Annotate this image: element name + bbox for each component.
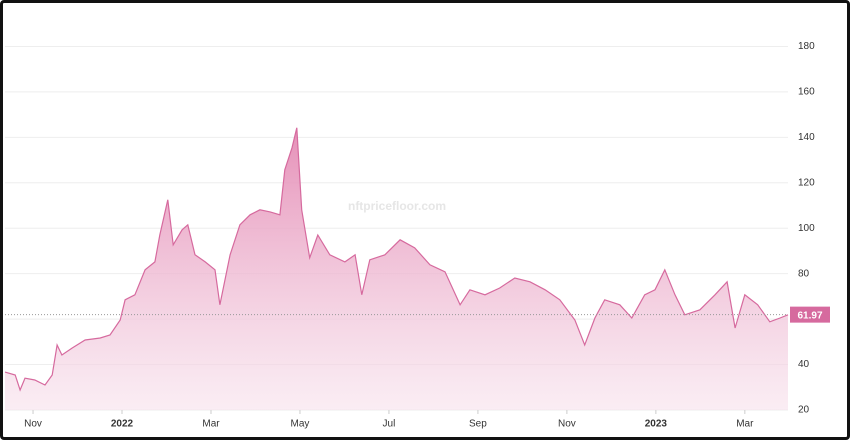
watermark: nftpricefloor.com (348, 199, 446, 213)
x-tick-label: 2022 (111, 419, 134, 430)
x-tick-label: Sep (469, 419, 487, 430)
y-tick-label: 120 (798, 177, 815, 188)
y-tick-label: 100 (798, 223, 815, 234)
x-tick-label: Nov (24, 419, 42, 430)
x-tick-label: Mar (736, 419, 754, 430)
y-tick-label: 20 (798, 405, 810, 416)
last-value-tag (790, 306, 830, 323)
price-line (4, 127, 789, 392)
y-tick-label: 80 (798, 268, 810, 279)
area-fill (5, 127, 788, 411)
x-tick-label: Mar (202, 419, 220, 430)
y-tick-label: 160 (798, 87, 815, 98)
x-tick-label: May (291, 419, 310, 430)
x-tick-label: Jul (383, 419, 396, 430)
x-tick-label: Nov (558, 419, 576, 430)
y-tick-label: 40 (798, 359, 810, 370)
last-value-label: 61.97 (797, 310, 822, 321)
y-tick-label: 140 (798, 132, 815, 143)
x-tick-label: 2023 (645, 419, 668, 430)
y-tick-label: 180 (798, 41, 815, 52)
